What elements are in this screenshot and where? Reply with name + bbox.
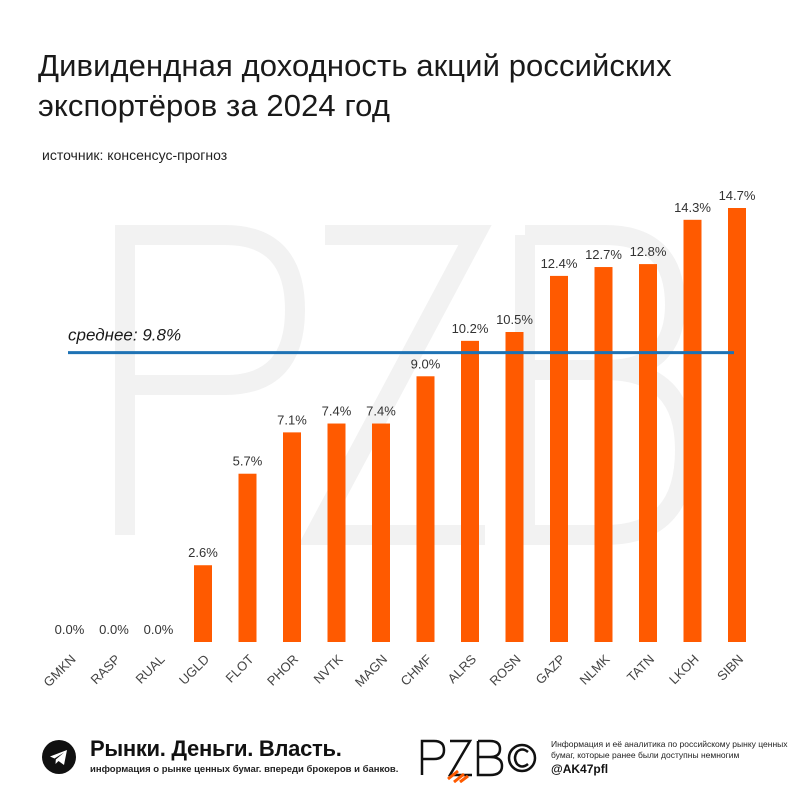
bar-rosn [505,332,524,642]
data-label-rasp: 0.0% [99,622,129,637]
tick-label-chmf: CHMF [397,651,434,688]
data-label-rosn: 10.5% [496,312,533,327]
tick-label-lkoh: LKOH [666,652,702,688]
bar-ugld [194,565,212,642]
tick-label-ugld: UGLD [176,652,212,688]
bar-tatn [639,264,657,642]
tick-label-gmkn: GMKN [40,652,78,690]
tick-label-magn: MAGN [352,652,390,690]
bar-phor [283,432,301,642]
tick-label-flot: FLOT [223,651,257,685]
footer-info: Информация и её аналитика по российскому… [551,739,788,760]
tick-label-rosn: ROSN [486,652,523,689]
tick-label-rasp: RASP [87,652,123,688]
pzb-logo [420,739,537,783]
channel-handle[interactable]: @AK47pfl [551,762,609,776]
mean-label: среднее: 9.8% [68,326,181,345]
tick-label-nvtk: NVTK [310,651,345,686]
brand-tagline: информация о рынке ценных бумаг. впереди… [90,764,399,775]
data-label-gazp: 12.4% [541,256,578,271]
bar-chmf [416,376,435,642]
bar-nlmk [594,267,613,642]
data-label-chmf: 9.0% [411,356,441,371]
data-label-magn: 7.4% [366,404,396,419]
bar-sibn [728,208,746,642]
chart-source: источник: консенсус-прогноз [42,147,228,163]
brand-name: Рынки. Деньги. Власть. [90,736,342,761]
bar-chart: 0.0%GMKN0.0%RASP0.0%RUAL2.6%UGLD5.7%FLOT… [40,188,756,690]
bar-nvtk [327,423,346,642]
bar-gazp [550,275,568,642]
bar-alrs [461,340,479,642]
telegram-icon[interactable] [42,740,76,774]
data-label-sibn: 14.7% [719,188,756,203]
bar-lkoh [683,219,702,643]
data-label-nlmk: 12.7% [585,247,622,262]
data-label-gmkn: 0.0% [55,622,85,637]
bar-flot [238,473,257,642]
data-label-ugld: 2.6% [188,545,218,560]
bar-magn [372,423,390,642]
tick-label-rual: RUAL [132,652,167,687]
data-label-nvtk: 7.4% [322,404,352,419]
chart-title: Дивидендная доходность акций российских … [38,48,672,123]
tick-label-tatn: TATN [624,652,657,685]
data-label-flot: 5.7% [233,454,263,469]
data-label-lkoh: 14.3% [674,200,711,215]
data-label-phor: 7.1% [277,412,307,427]
tick-label-sibn: SIBN [714,652,746,684]
data-label-alrs: 10.2% [452,321,489,336]
data-label-rual: 0.0% [144,622,174,637]
tick-label-alrs: ALRS [444,651,479,686]
tick-label-nlmk: NLMK [576,651,612,687]
data-label-tatn: 12.8% [630,244,667,259]
tick-label-phor: PHOR [264,652,301,689]
tick-label-gazp: GAZP [532,652,568,688]
